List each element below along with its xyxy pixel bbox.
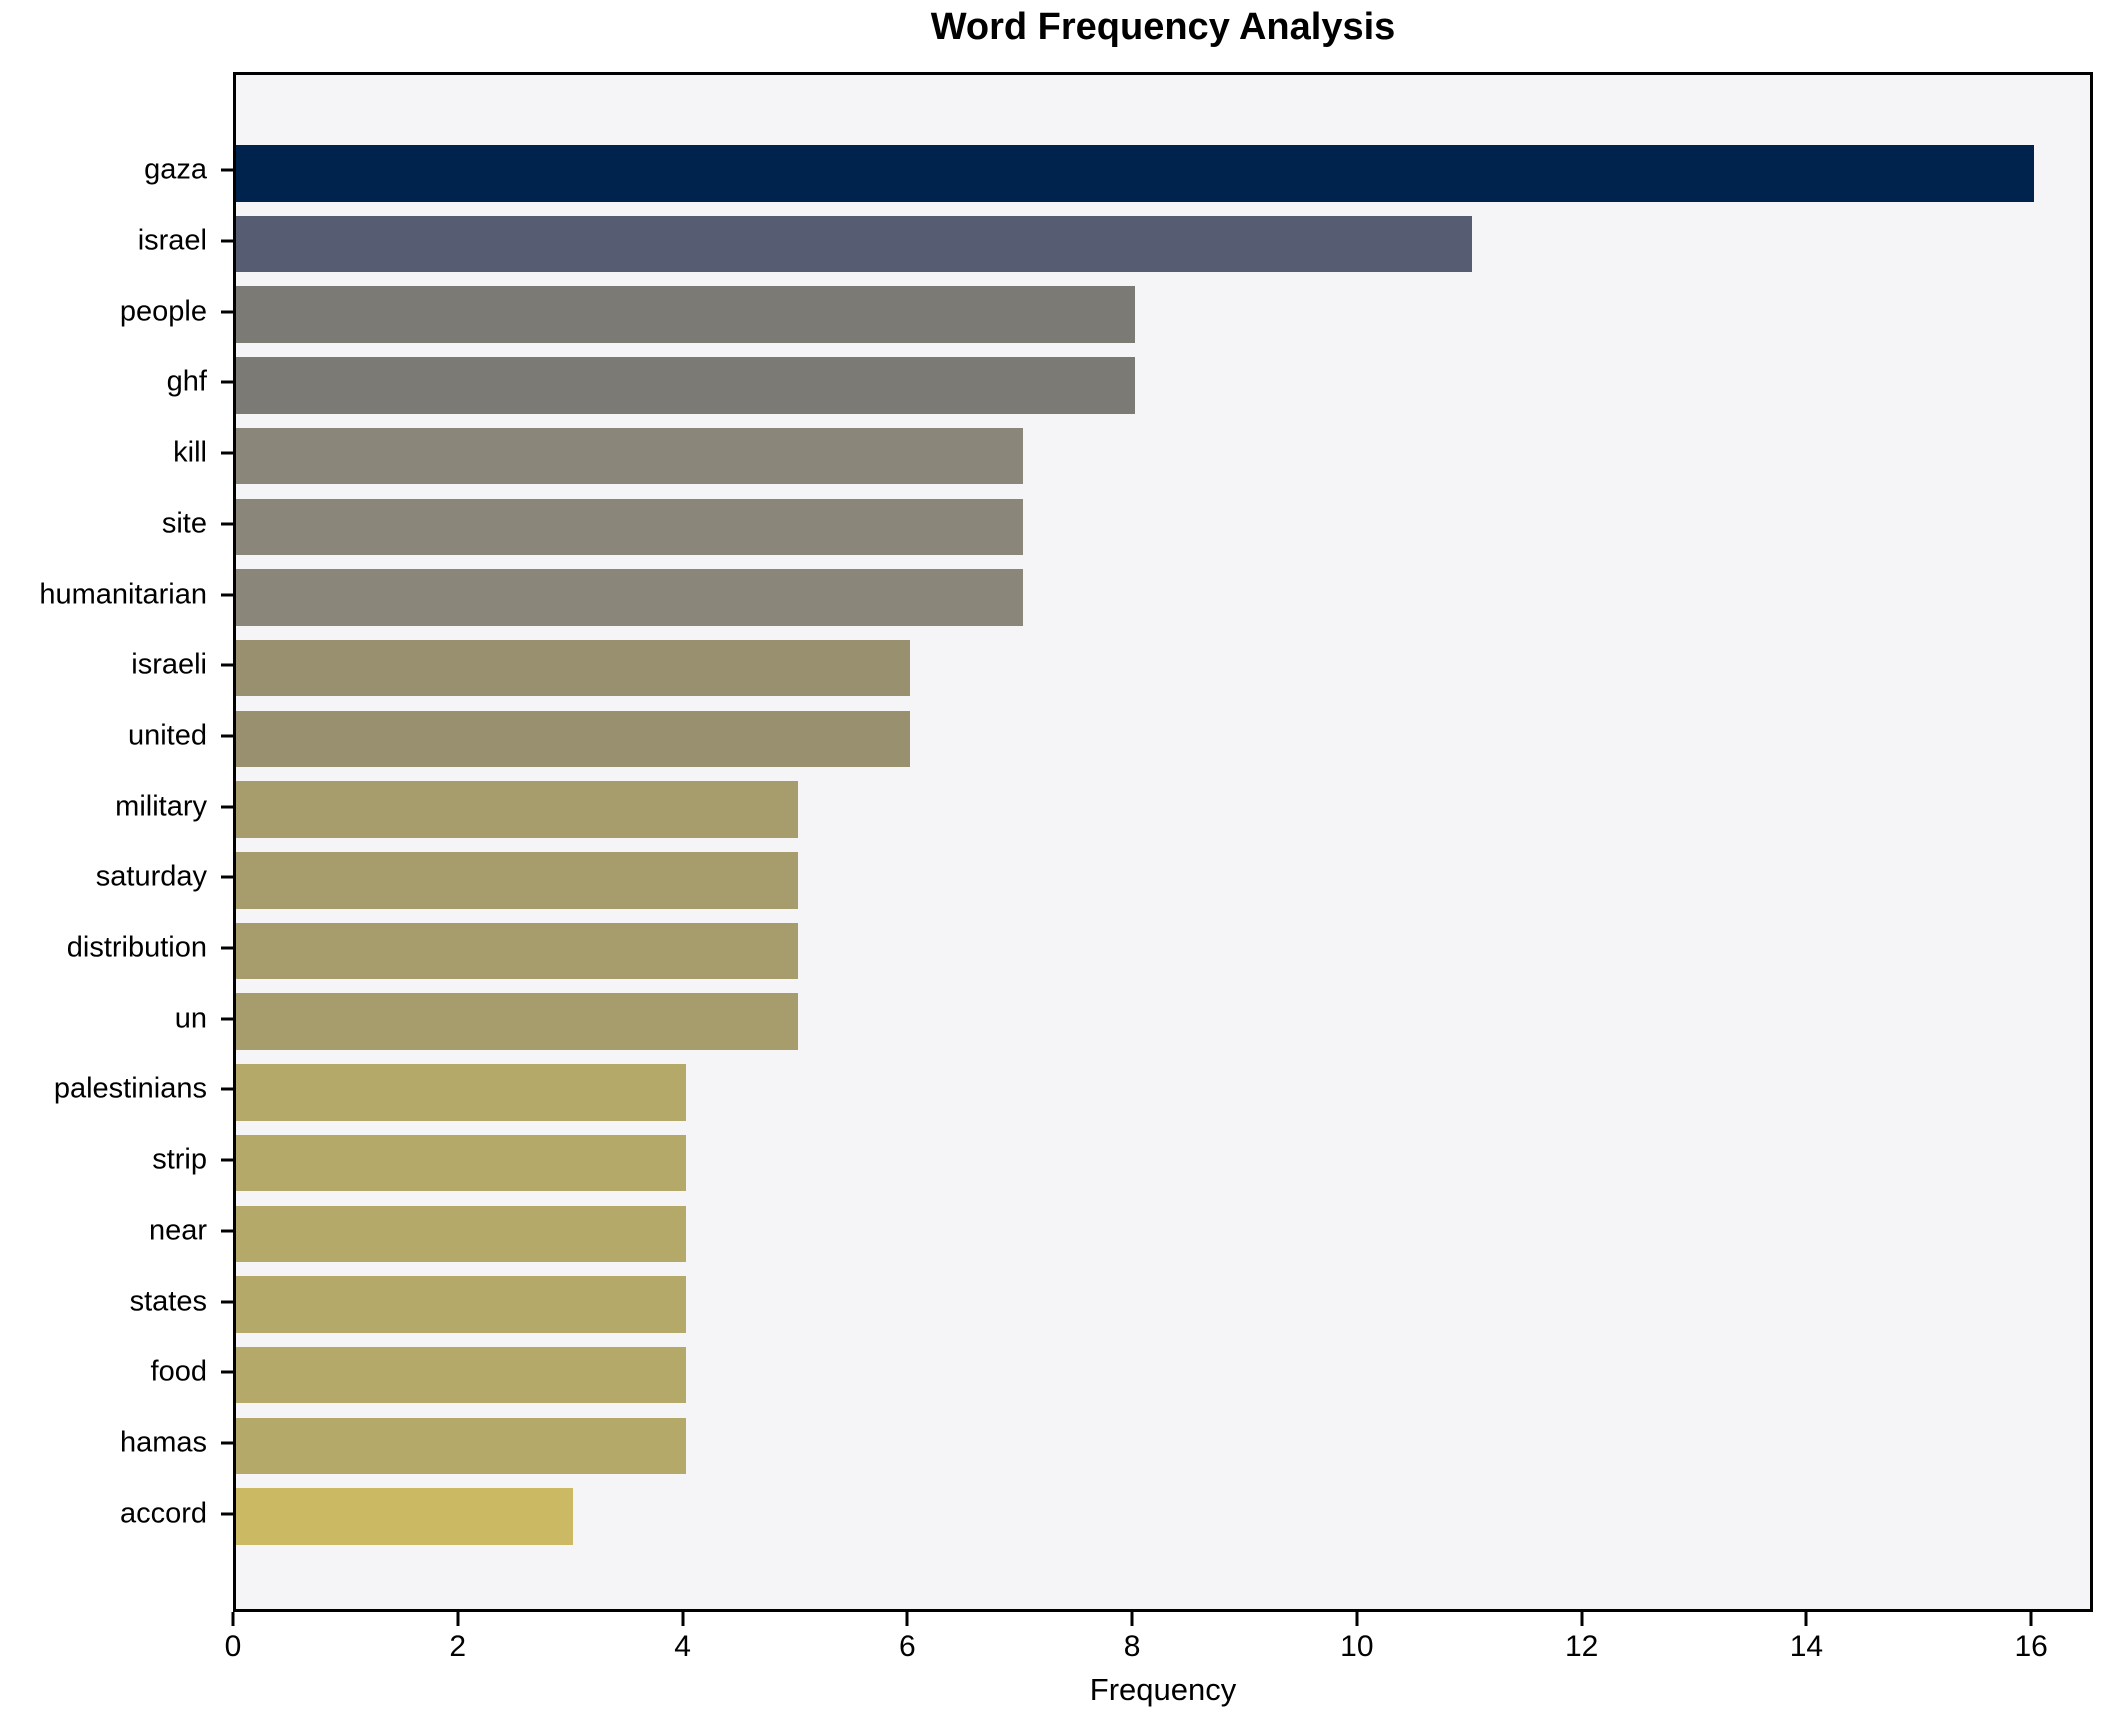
x-tick-mark bbox=[231, 1612, 235, 1626]
y-tick-label-states: states bbox=[129, 1285, 207, 1317]
x-tick-mark bbox=[1580, 1612, 1584, 1626]
y-tick-label-united: united bbox=[127, 719, 207, 752]
x-tick-label-16: 16 bbox=[2014, 1630, 2048, 1663]
bar-site bbox=[236, 498, 1023, 556]
y-tick-mark bbox=[221, 1512, 233, 1516]
bar-people bbox=[236, 286, 1136, 343]
x-tick-label-12: 12 bbox=[1564, 1630, 1599, 1663]
bar-kill bbox=[236, 427, 1023, 485]
y-tick-label-saturday: saturday bbox=[95, 860, 207, 893]
y-tick-label-food: food bbox=[150, 1355, 207, 1388]
y-tick-mark bbox=[221, 1370, 233, 1374]
bar-strip bbox=[236, 1134, 686, 1192]
bar-israel bbox=[236, 215, 1473, 273]
y-tick-label-gaza: gaza bbox=[144, 153, 207, 186]
y-tick-mark bbox=[221, 946, 233, 950]
y-tick-mark bbox=[221, 1300, 233, 1303]
y-tick-mark bbox=[221, 239, 233, 243]
y-tick-label-israeli: israeli bbox=[131, 648, 207, 681]
x-tick-mark bbox=[1130, 1612, 1134, 1626]
y-tick-label-strip: strip bbox=[152, 1143, 207, 1176]
x-tick-label-4: 4 bbox=[674, 1630, 691, 1663]
y-tick-mark bbox=[221, 451, 233, 455]
x-tick-mark bbox=[681, 1612, 685, 1626]
y-tick-label-ghf: ghf bbox=[166, 365, 207, 398]
y-tick-label-people: people bbox=[119, 295, 207, 328]
y-tick-label-palestinians: palestinians bbox=[53, 1072, 207, 1105]
bar-near bbox=[236, 1205, 686, 1263]
y-tick-mark bbox=[221, 310, 233, 314]
bar-humanitarian bbox=[236, 569, 1023, 626]
x-tick-mark bbox=[1355, 1612, 1359, 1626]
y-tick-label-kill: kill bbox=[173, 436, 207, 469]
y-tick-mark bbox=[221, 1087, 233, 1091]
y-tick-mark bbox=[221, 875, 233, 879]
x-tick-label-14: 14 bbox=[1789, 1630, 1824, 1663]
plot-area bbox=[233, 72, 2093, 1612]
bar-military bbox=[236, 781, 798, 838]
bar-food bbox=[236, 1346, 686, 1404]
bar-hamas bbox=[236, 1417, 686, 1475]
chart-title: Word Frequency Analysis bbox=[930, 6, 1396, 48]
y-tick-label-accord: accord bbox=[119, 1497, 207, 1530]
bar-saturday bbox=[236, 852, 798, 909]
y-tick-label-distribution: distribution bbox=[66, 931, 207, 964]
bar-states bbox=[236, 1276, 686, 1333]
bar-united bbox=[236, 710, 911, 768]
y-tick-mark bbox=[221, 734, 233, 738]
y-tick-mark bbox=[221, 380, 233, 384]
y-tick-mark bbox=[221, 168, 233, 172]
x-tick-label-10: 10 bbox=[1340, 1630, 1374, 1663]
bar-israeli bbox=[236, 639, 911, 697]
y-tick-label-military: military bbox=[115, 790, 207, 823]
y-tick-mark bbox=[221, 1441, 233, 1445]
bar-distribution bbox=[236, 922, 798, 980]
y-tick-label-near: near bbox=[148, 1214, 207, 1247]
y-tick-label-humanitarian: humanitarian bbox=[39, 578, 207, 610]
y-tick-label-hamas: hamas bbox=[119, 1426, 207, 1459]
y-tick-mark bbox=[221, 663, 233, 667]
y-tick-mark bbox=[221, 1158, 233, 1162]
x-axis-label: Frequency bbox=[1089, 1672, 1237, 1707]
y-tick-mark bbox=[221, 1017, 233, 1021]
x-tick-label-2: 2 bbox=[449, 1630, 467, 1663]
bar-palestinians bbox=[236, 1064, 686, 1121]
x-tick-mark bbox=[1804, 1612, 1808, 1626]
y-tick-mark bbox=[221, 1229, 233, 1233]
y-tick-mark bbox=[221, 805, 233, 809]
x-tick-mark bbox=[456, 1612, 460, 1626]
bar-ghf bbox=[236, 357, 1136, 414]
y-tick-label-israel: israel bbox=[137, 224, 207, 257]
bar-gaza bbox=[236, 145, 2035, 202]
x-tick-label-8: 8 bbox=[1123, 1630, 1141, 1663]
y-tick-label-un: un bbox=[174, 1002, 207, 1035]
x-tick-label-6: 6 bbox=[898, 1630, 916, 1663]
bar-accord bbox=[236, 1488, 574, 1545]
y-tick-mark bbox=[221, 593, 233, 596]
x-tick-mark bbox=[2029, 1612, 2033, 1626]
y-tick-mark bbox=[221, 522, 233, 526]
x-tick-mark bbox=[905, 1612, 909, 1626]
bar-un bbox=[236, 993, 798, 1050]
y-tick-label-site: site bbox=[161, 507, 207, 540]
x-tick-label-0: 0 bbox=[224, 1630, 242, 1663]
